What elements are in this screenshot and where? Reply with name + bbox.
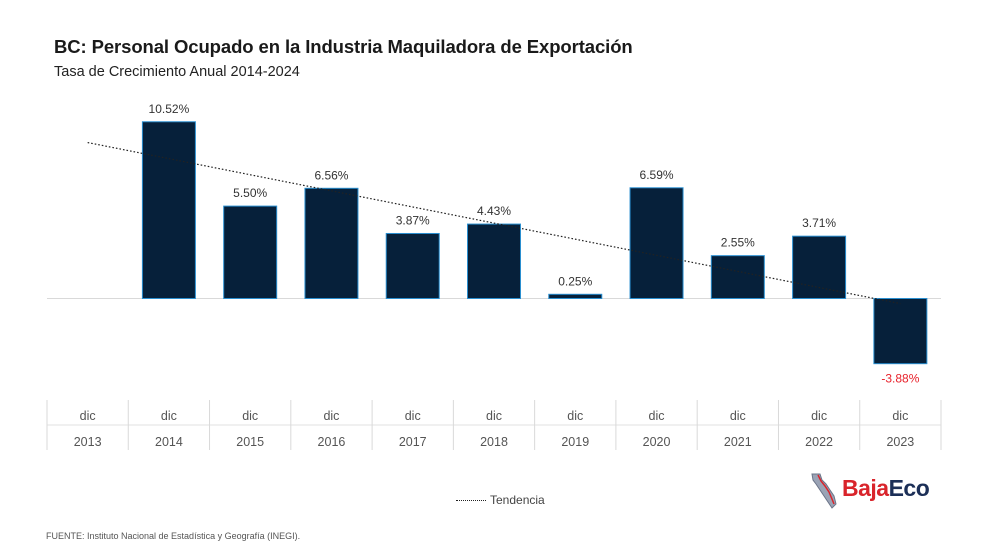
data-label-2015: 5.50% (233, 186, 267, 200)
bar-2020 (629, 187, 684, 299)
tick-label-month: dic (80, 409, 96, 423)
data-label-2018: 4.43% (477, 204, 511, 218)
bar-2015 (223, 205, 278, 300)
bar-2021 (710, 255, 765, 300)
tick-label-year: 2022 (805, 435, 833, 449)
logo-eco: Eco (888, 475, 930, 501)
tick-label-month: dic (242, 409, 258, 423)
trendline (87, 141, 901, 305)
tick-label-year: 2021 (724, 435, 752, 449)
tick-label-year: 2016 (318, 435, 346, 449)
tick-label-year: 2020 (643, 435, 671, 449)
data-label-2022: 3.71% (802, 216, 836, 230)
tick-label-year: 2013 (74, 435, 102, 449)
chart-title: BC: Personal Ocupado en la Industria Maq… (54, 36, 633, 57)
tick-label-year: 2018 (480, 435, 508, 449)
data-label-2016: 6.56% (314, 168, 348, 182)
bar-2022 (792, 235, 847, 299)
data-label-2014: 10.52% (149, 102, 190, 116)
bar-2018 (467, 223, 521, 300)
data-label-2017: 3.87% (396, 213, 430, 227)
tick-label-year: 2015 (236, 435, 264, 449)
chart-subtitle: Tasa de Crecimiento Anual 2014-2024 (54, 64, 300, 80)
bar-2019 (548, 293, 603, 299)
bar-2017 (385, 232, 440, 299)
bar-2014 (141, 121, 196, 299)
logo-baja: Baja (842, 475, 889, 501)
tick-label-month: dic (405, 409, 421, 423)
tick-label-month: dic (649, 409, 665, 423)
tick-label-year: 2014 (155, 435, 183, 449)
source-note: FUENTE: Instituto Nacional de Estadístic… (46, 531, 301, 541)
baja-map-icon (811, 473, 837, 509)
tick-label-month: dic (567, 409, 583, 423)
tick-label-month: dic (323, 409, 339, 423)
tick-label-month: dic (486, 409, 502, 423)
legend-label: Tendencia (490, 493, 545, 507)
bar-2023 (873, 298, 928, 365)
trendline-legend-icon (456, 499, 486, 501)
bar-2016 (304, 187, 359, 300)
data-label-2023: -3.88% (881, 372, 919, 386)
tick-label-year: 2019 (561, 435, 589, 449)
tick-label-month: dic (811, 409, 827, 423)
tick-label-year: 2017 (399, 435, 427, 449)
legend: Tendencia (456, 493, 545, 507)
tick-label-year: 2023 (886, 435, 914, 449)
tick-label-month: dic (730, 409, 746, 423)
data-label-2019: 0.25% (558, 274, 592, 288)
tick-label-month: dic (892, 409, 908, 423)
data-label-2021: 2.55% (721, 236, 755, 250)
logo-text: BajaEco (842, 475, 930, 502)
data-label-2020: 6.59% (640, 168, 674, 182)
tick-label-month: dic (161, 409, 177, 423)
bajaeco-logo: BajaEco (808, 472, 948, 510)
